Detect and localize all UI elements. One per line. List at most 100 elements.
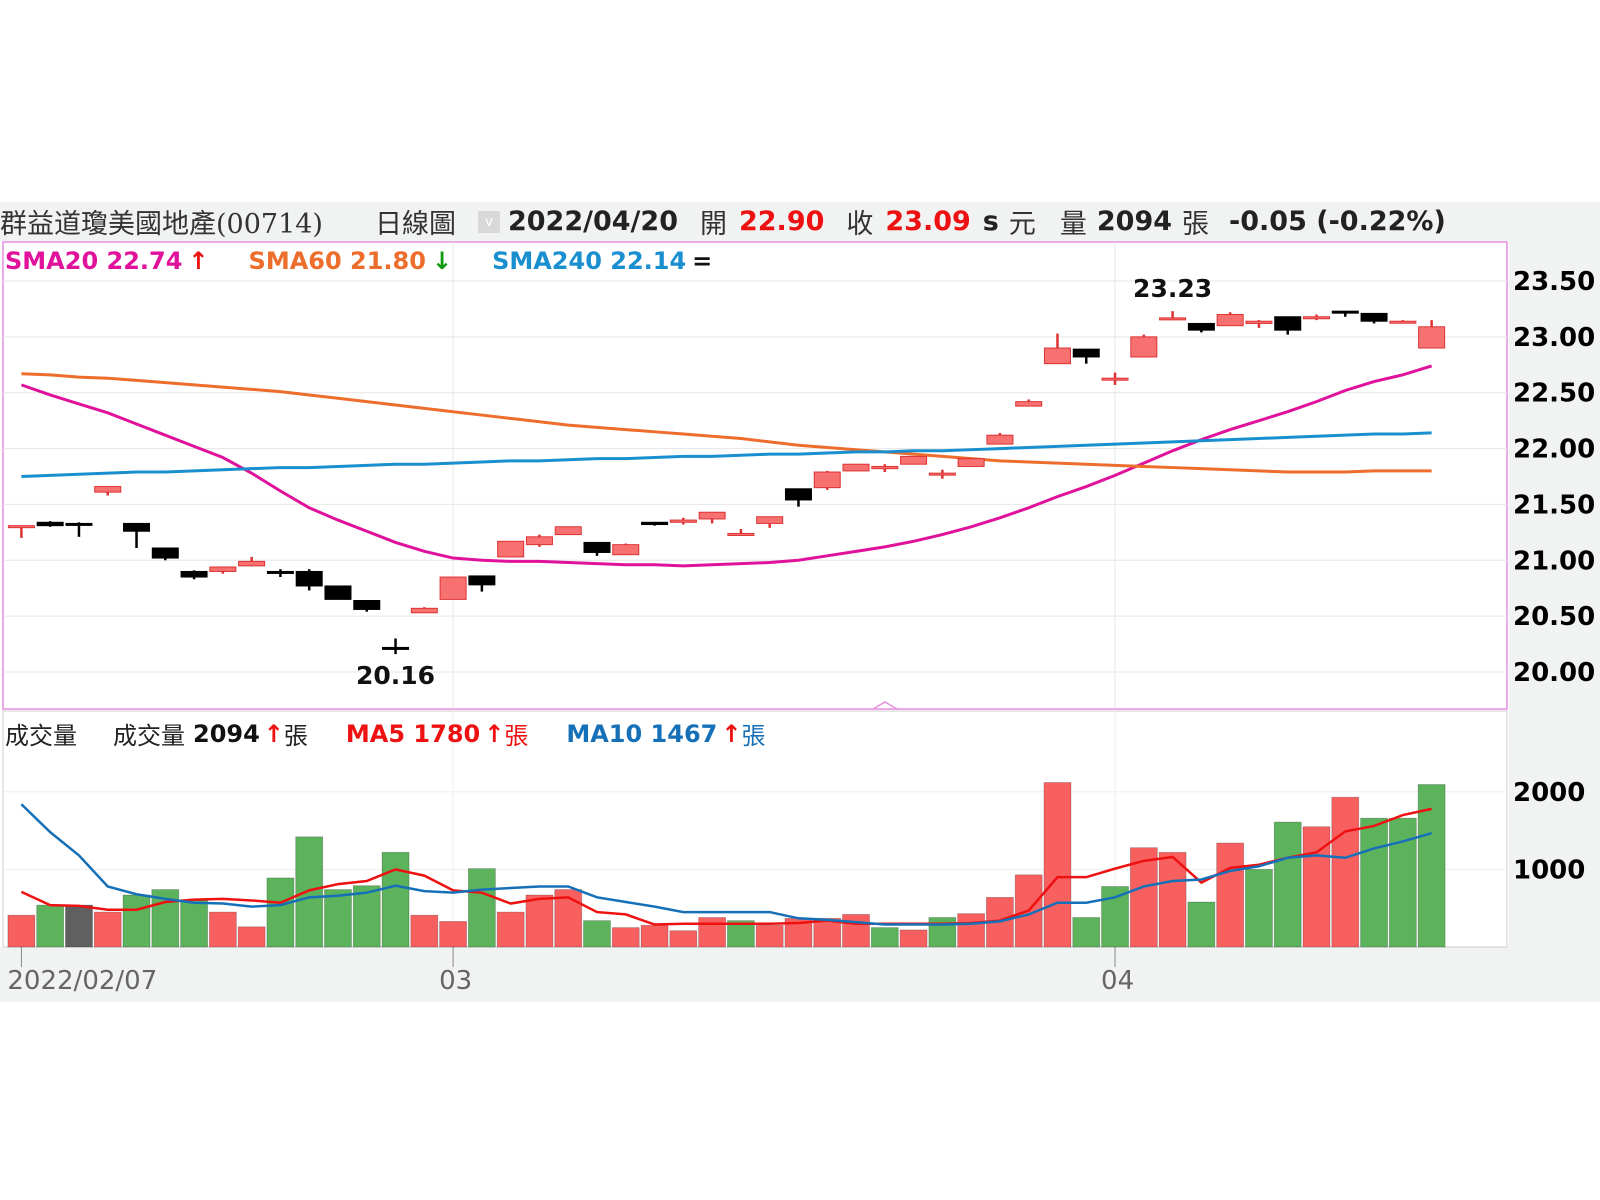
volume-bar <box>180 900 208 948</box>
volume-bar <box>640 924 669 948</box>
volume-bar <box>7 914 36 948</box>
candle-body <box>698 511 726 520</box>
candle-body <box>209 566 237 572</box>
volume-bar <box>1360 817 1388 948</box>
volume-bar <box>842 914 870 948</box>
volume-bar <box>1245 869 1273 948</box>
price-tick-label: 23.00 <box>1513 323 1595 353</box>
candle-body <box>727 532 755 536</box>
line-sma60 <box>21 372 1432 474</box>
arrow-down-icon: ↓ <box>431 247 453 275</box>
volume-bar <box>870 927 899 948</box>
volume-bar <box>928 917 957 948</box>
candle-body <box>554 526 582 536</box>
open-label: 開 <box>699 209 727 240</box>
arrow-up-icon: ↑ <box>263 719 284 748</box>
quote-date: 2022/04/20 <box>507 206 678 237</box>
chart-kind: 日線圖 <box>374 209 456 240</box>
candle-body <box>439 576 467 600</box>
volume-bar <box>122 894 151 948</box>
volume-bar <box>525 894 554 948</box>
candle-body <box>1360 312 1388 322</box>
price-tick-label: 22.00 <box>1513 435 1595 465</box>
close-value: 23.09 <box>885 206 971 237</box>
candle-body <box>871 465 899 470</box>
volume-bar <box>727 920 755 948</box>
extreme-price-label: 20.16 <box>356 661 435 690</box>
candle-body <box>1015 401 1043 407</box>
volume-bar <box>583 920 611 948</box>
candle-body <box>94 486 122 493</box>
candle-body <box>1418 326 1446 349</box>
candle-body <box>410 607 438 614</box>
volume-legend: 成交量 成交量 2094 ↑ 張 MA5 1780 ↑ 張 MA10 1467 … <box>5 716 765 751</box>
close-flag: s <box>982 206 999 237</box>
volume-bar <box>755 924 784 948</box>
currency-label: 元 <box>1008 209 1036 240</box>
sma60-legend: SMA60 21.80 <box>248 247 426 275</box>
ma10-legend: MA10 1467 <box>566 719 718 748</box>
volume-bar <box>208 911 237 948</box>
candle-body <box>986 434 1014 445</box>
candle-body <box>468 575 496 586</box>
price-legend: SMA20 22.74 ↑ SMA60 21.80 ↓ SMA240 22.14… <box>5 247 712 275</box>
candle-body <box>813 471 841 489</box>
candle-body <box>1159 317 1187 321</box>
candle-body <box>842 463 870 472</box>
volume-bar <box>669 930 698 948</box>
volume-bar <box>554 889 583 948</box>
candle-body <box>1274 316 1302 331</box>
sma20-legend: SMA20 22.74 <box>5 247 183 275</box>
candle-body <box>36 521 64 527</box>
candle-body <box>784 488 812 501</box>
candle-body <box>1303 316 1330 320</box>
date-tick-label: 2022/02/07 <box>7 966 157 996</box>
volume-bar <box>1216 842 1245 948</box>
quote-header: 群益道瓊美國地產(00714) 日線圖 v 2022/04/20 開 22.90… <box>0 202 1600 241</box>
candle-body <box>353 600 381 610</box>
volume-bar <box>237 926 266 948</box>
ma5-unit: 張 <box>504 722 529 750</box>
arrow-up-icon: ↑ <box>721 719 742 748</box>
chart-kind-dropdown[interactable]: v <box>477 210 500 233</box>
candle-body <box>65 522 93 526</box>
candle-body <box>295 570 323 587</box>
candle-body <box>1331 310 1359 314</box>
candle-body <box>957 458 985 467</box>
candle-body <box>151 547 179 559</box>
volume-bar <box>1331 796 1360 948</box>
volume-bar <box>1043 782 1072 948</box>
line-sma240 <box>21 431 1432 478</box>
volume-bar <box>1187 901 1216 948</box>
ma5-legend: MA5 1780 <box>345 719 481 748</box>
line-ma5 <box>20 807 1432 926</box>
panel-resize-handle-icon <box>872 701 898 710</box>
extreme-price-label: 23.23 <box>1133 274 1212 303</box>
date-tick-label: 04 <box>1101 966 1134 996</box>
price-tick-label: 21.50 <box>1513 490 1595 520</box>
volume-bar <box>266 877 295 948</box>
price-axis-band <box>1509 241 1600 947</box>
volume-value: 2094 <box>1096 206 1173 237</box>
price-tick-label: 20.50 <box>1513 602 1595 632</box>
volume-label: 量 <box>1059 209 1087 240</box>
volume-unit: 張 <box>283 722 308 750</box>
candle-body <box>497 540 525 558</box>
volume-label: 成交量 <box>113 722 185 750</box>
price-panel <box>2 241 1508 710</box>
candle-body <box>1072 348 1100 358</box>
candle-body <box>1101 377 1129 381</box>
candle-body <box>900 455 928 465</box>
candle-body <box>324 585 352 600</box>
candle-body <box>7 525 35 529</box>
price-tick-label: 20.00 <box>1513 658 1595 688</box>
volume-bar <box>957 913 986 948</box>
candle-body <box>1245 320 1273 324</box>
candle-body <box>180 570 208 578</box>
arrow-up-icon: ↑ <box>484 719 505 748</box>
candle-body <box>583 541 611 553</box>
close-label: 收 <box>846 209 874 240</box>
volume-bar <box>813 917 842 948</box>
price-tick-label: 22.50 <box>1513 379 1595 409</box>
